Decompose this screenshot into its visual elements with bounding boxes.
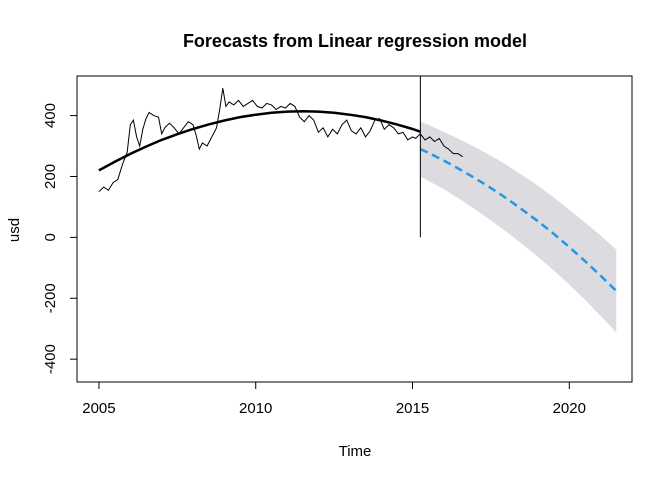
x-tick-label: 2010 bbox=[239, 400, 272, 417]
x-tick-label: 2015 bbox=[396, 400, 429, 417]
chart-title: Forecasts from Linear regression model bbox=[183, 31, 527, 51]
prediction-interval-band bbox=[420, 121, 617, 333]
fitted-trend-line bbox=[98, 110, 421, 172]
x-tick-label: 2005 bbox=[82, 400, 115, 417]
y-axis-label: usd bbox=[6, 218, 23, 242]
forecast-mean-line bbox=[419, 147, 618, 292]
observed-series-line bbox=[98, 88, 463, 193]
plot-area: 2005 2010 2015 2020 -400 -200 0 200 400 bbox=[42, 75, 633, 417]
y-tick-label: -400 bbox=[42, 344, 59, 374]
x-axis-label: Time bbox=[339, 443, 372, 460]
y-tick-label: -200 bbox=[42, 283, 59, 313]
y-tick-label: 400 bbox=[42, 103, 59, 128]
y-tick-label: 200 bbox=[42, 164, 59, 189]
y-tick-label: 0 bbox=[42, 233, 59, 241]
x-tick-label: 2020 bbox=[553, 400, 586, 417]
